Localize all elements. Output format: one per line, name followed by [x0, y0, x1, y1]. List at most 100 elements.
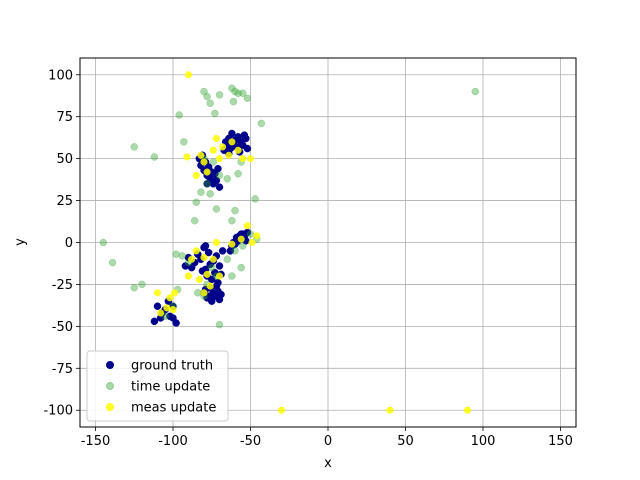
data-point [172, 250, 180, 258]
data-point [243, 94, 252, 103]
data-point [201, 242, 210, 250]
data-point [234, 169, 242, 178]
data-point [200, 158, 208, 166]
data-point [204, 248, 213, 257]
data-point [203, 180, 211, 188]
data-point [153, 302, 162, 310]
data-point [130, 284, 138, 292]
data-point [200, 87, 208, 96]
data-point [209, 146, 217, 154]
x-tick-label: -50 [240, 434, 261, 449]
data-point [108, 258, 117, 267]
data-point [243, 222, 251, 230]
legend-marker [106, 382, 114, 390]
data-point [184, 272, 193, 280]
data-point [251, 195, 259, 203]
data-point [130, 143, 138, 151]
data-point [150, 317, 159, 326]
data-point [169, 306, 177, 314]
data-point [203, 92, 211, 101]
data-point [228, 272, 236, 280]
data-point [188, 255, 196, 263]
x-tick-label: 50 [397, 434, 414, 449]
y-tick-label: -50 [52, 320, 73, 335]
data-point [277, 406, 286, 414]
data-point [253, 232, 261, 240]
data-point [228, 129, 236, 138]
data-point [223, 255, 231, 264]
data-point [183, 153, 191, 161]
data-point [217, 290, 225, 299]
data-point [206, 282, 214, 290]
legend-label: meas update [131, 401, 216, 416]
data-point [246, 155, 255, 163]
y-tick-label: -25 [52, 278, 73, 293]
data-point [239, 155, 247, 163]
data-point [211, 109, 219, 118]
y-tick-label: -75 [52, 362, 73, 377]
data-point [212, 176, 221, 185]
data-point [212, 205, 221, 213]
legend-marker [106, 403, 114, 411]
data-point [192, 247, 200, 255]
data-point [150, 153, 159, 161]
data-point [463, 406, 472, 414]
data-point [237, 235, 245, 243]
data-point [231, 206, 239, 215]
legend-marker [106, 361, 114, 369]
data-point [184, 71, 193, 79]
data-point [197, 151, 205, 159]
x-tick-label: -100 [158, 434, 188, 449]
data-point [197, 188, 205, 196]
legend: ground truth time update meas update [86, 350, 229, 422]
data-point [215, 272, 224, 280]
data-point [243, 144, 252, 153]
data-point [203, 180, 211, 188]
x-tick-label: -150 [81, 434, 111, 449]
data-point [203, 270, 211, 278]
y-tick-label: 50 [56, 152, 73, 167]
data-point [228, 216, 236, 225]
x-tick-label: 100 [471, 434, 496, 449]
data-point [157, 309, 165, 317]
data-point [209, 158, 218, 166]
data-point [195, 275, 203, 283]
data-point [163, 304, 171, 312]
series-0 [150, 129, 252, 327]
series-1 [99, 84, 479, 329]
data-point [239, 89, 247, 97]
data-point [138, 280, 146, 289]
data-point [225, 151, 233, 159]
data-point [200, 289, 208, 297]
data-point [209, 255, 217, 263]
data-point [206, 99, 214, 108]
x-tick-label: 0 [324, 434, 332, 449]
data-point [215, 91, 224, 99]
data-point [175, 111, 183, 119]
y-tick-label: 100 [48, 68, 73, 83]
data-point [212, 238, 220, 247]
data-point [166, 294, 174, 302]
data-points [99, 71, 479, 414]
data-point [228, 138, 236, 146]
data-point [246, 230, 255, 238]
data-point [208, 275, 216, 284]
data-point [190, 216, 199, 225]
axis-ticks: -150 -100 -50 0 50 100 150 -100 -75 -50 -25 0 25 50 75… [43, 68, 572, 449]
data-point [153, 289, 162, 297]
legend-box [86, 350, 229, 422]
data-point [171, 289, 179, 297]
data-point [192, 198, 200, 206]
data-point [237, 263, 245, 272]
data-point [229, 97, 238, 106]
data-point [215, 155, 224, 163]
data-point [214, 164, 222, 173]
y-tick-label: 75 [56, 110, 73, 125]
y-axis-label: y [13, 238, 28, 246]
data-point [208, 263, 216, 272]
legend-label: ground truth [131, 359, 213, 374]
y-tick-label: 25 [56, 194, 73, 209]
data-point [234, 146, 242, 154]
data-point [206, 190, 214, 198]
